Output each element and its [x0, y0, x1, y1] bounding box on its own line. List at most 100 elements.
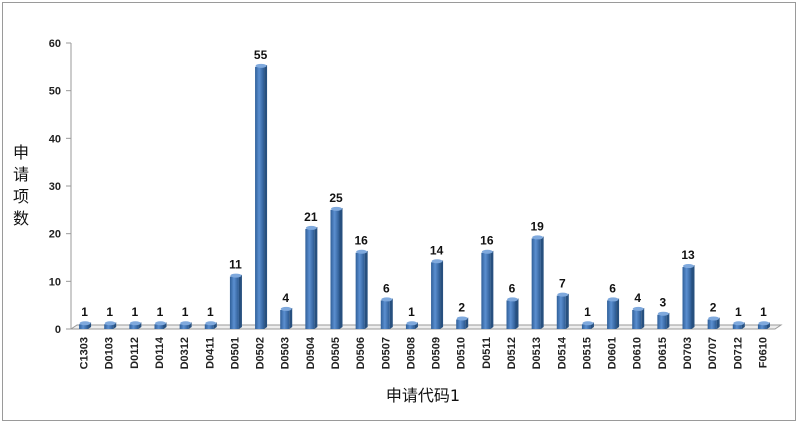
data-label: 4 [634, 291, 641, 305]
x-tick-label: D0103 [104, 337, 116, 369]
y-tick-label: 40 [49, 133, 61, 145]
bar [305, 228, 315, 329]
bar-top [683, 264, 694, 269]
x-tick-label: D0510 [456, 337, 468, 369]
bar [330, 209, 340, 329]
y-axis-title: 申请项数 [13, 143, 29, 228]
data-label: 19 [530, 219, 544, 233]
data-label: 4 [282, 291, 289, 305]
bar-top [431, 259, 443, 264]
data-label: 1 [106, 305, 113, 319]
data-label: 1 [157, 305, 164, 319]
bar [380, 300, 390, 329]
x-tick-label: D0601 [607, 337, 619, 369]
bar [757, 324, 767, 329]
bar-top [657, 311, 669, 316]
data-label: 2 [458, 300, 465, 314]
x-tick-label: D0312 [179, 337, 191, 369]
y-tick-label: 30 [49, 181, 61, 193]
x-tick-label: D0506 [355, 337, 367, 369]
x-tick-label: D0505 [330, 337, 342, 369]
data-label: 6 [383, 281, 390, 295]
bar-top [280, 306, 292, 311]
data-label: 55 [254, 48, 268, 62]
bar-side [465, 317, 469, 329]
bar-side [339, 207, 343, 329]
bar-top [708, 316, 720, 321]
data-label: 1 [132, 305, 139, 319]
data-label: 13 [681, 248, 695, 262]
x-axis-title: 申请代码1 [386, 386, 460, 405]
bar-top [205, 321, 217, 326]
bar-side [515, 298, 519, 329]
data-label: 11 [229, 258, 242, 272]
y-tick-label: 60 [49, 38, 61, 50]
x-tick-label: D0712 [732, 337, 744, 369]
bar [481, 252, 491, 329]
data-label: 21 [304, 210, 318, 224]
bar [355, 252, 365, 329]
x-tick-label: D0703 [682, 337, 694, 369]
data-label: 1 [81, 305, 88, 319]
bar-top [356, 249, 368, 254]
data-label: 6 [609, 281, 616, 295]
x-tick-label: D0515 [581, 337, 593, 369]
data-label: 14 [430, 243, 444, 257]
y-tick-label: 50 [49, 86, 61, 98]
axes: 0 10 20 30 40 50 60 [49, 38, 783, 336]
data-label: 1 [207, 305, 214, 319]
bar-side [616, 298, 620, 329]
bar-side [691, 265, 695, 329]
bar-side [440, 260, 444, 329]
bar-top [180, 321, 192, 326]
x-tick-label: D0511 [481, 337, 493, 369]
x-tick-label: D0503 [280, 337, 292, 369]
data-label: 1 [735, 305, 742, 319]
bar-top [406, 321, 418, 326]
x-tick-label: D0504 [305, 336, 317, 369]
x-tick-label: D0615 [657, 337, 669, 369]
x-tick-label: D0114 [154, 336, 166, 369]
bar-top [230, 273, 242, 278]
bar [607, 300, 617, 329]
bar-top [557, 292, 569, 297]
bar [104, 324, 114, 329]
bar [632, 309, 642, 329]
tick-labels: C1303 D0103 D0112 D0114 D0312 D0411 D0501 D0502… [79, 336, 770, 369]
chart-frame: 0 10 20 30 40 50 60 1 1 1 1 1 1 11 55 4 21 25 16 6 1 14 2 16 6 1… [2, 2, 796, 421]
bar [204, 324, 214, 329]
x-tick-label: D0513 [531, 337, 543, 369]
x-tick-label: D0112 [129, 337, 141, 369]
bar-side [364, 250, 368, 329]
bar-top [129, 321, 141, 326]
data-label: 16 [354, 234, 368, 248]
x-tick-label: D0411 [204, 337, 216, 369]
bar [506, 300, 516, 329]
data-label: 1 [408, 305, 415, 319]
bar-top [305, 225, 317, 230]
bar-top [331, 206, 342, 211]
bar-side [716, 317, 720, 329]
bar [556, 295, 566, 329]
bar-side [264, 64, 268, 330]
x-axis-floor [69, 324, 783, 330]
bar [255, 66, 265, 330]
bar [707, 319, 717, 329]
y-tick-label: 0 [55, 324, 61, 336]
x-tick-label: D0507 [380, 337, 392, 369]
bar-side [540, 236, 544, 329]
bar-top [607, 297, 619, 302]
bar [682, 267, 692, 329]
bar [280, 309, 290, 329]
data-label: 1 [760, 305, 767, 319]
data-label: 7 [559, 277, 566, 291]
x-tick-label: C1303 [79, 337, 91, 369]
bar-side [641, 307, 645, 329]
x-tick-label: D0508 [405, 337, 417, 369]
bar-top [733, 321, 745, 326]
bar-side [565, 293, 569, 329]
bar-side [490, 250, 494, 329]
bar [129, 324, 139, 329]
